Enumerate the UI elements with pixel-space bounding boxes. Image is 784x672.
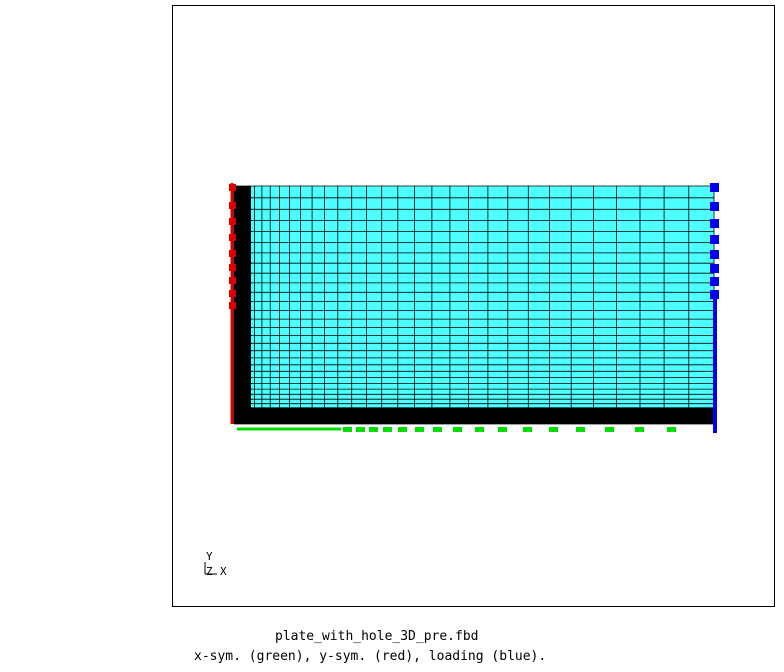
x-sym-marker [549, 427, 558, 432]
x-symmetry-bc [237, 427, 676, 432]
y-sym-marker [229, 184, 236, 191]
y-sym-marker [229, 302, 236, 309]
y-sym-marker [229, 290, 236, 297]
x-sym-marker [635, 427, 644, 432]
loading-bc [710, 183, 719, 433]
x-sym-marker [398, 427, 407, 432]
x-sym-marker [343, 427, 352, 432]
loading-marker [710, 290, 719, 299]
loading-marker [710, 219, 719, 228]
y-sym-marker [229, 264, 236, 271]
x-sym-marker [433, 427, 442, 432]
y-sym-marker [229, 218, 236, 225]
x-sym-marker [523, 427, 532, 432]
bottom-edge-band [234, 408, 714, 424]
plate-mesh [233, 185, 715, 425]
x-sym-marker [369, 427, 378, 432]
y-sym-marker [229, 234, 236, 241]
loading-marker [710, 202, 719, 211]
loading-marker [710, 183, 719, 192]
triad-y-label: Y [206, 550, 213, 563]
axis-triad: Y Z X [204, 550, 227, 578]
loading-marker [710, 277, 719, 286]
x-sym-marker [667, 427, 676, 432]
y-sym-marker [229, 202, 236, 209]
left-edge-band [234, 186, 251, 424]
mesh-canvas: Y Z X [204, 183, 719, 578]
x-sym-marker [605, 427, 614, 432]
x-sym-marker [576, 427, 585, 432]
loading-marker [710, 250, 719, 259]
loading-marker [710, 235, 719, 244]
x-sym-marker [356, 427, 365, 432]
y-symmetry-bc [229, 183, 236, 424]
loading-marker [710, 264, 719, 273]
graphics-viewport[interactable]: Y Z X [172, 5, 775, 607]
x-sym-marker [383, 427, 392, 432]
triad-x-label: X [220, 565, 227, 578]
y-sym-marker [229, 250, 236, 257]
x-sym-marker [415, 427, 424, 432]
x-sym-marker [453, 427, 462, 432]
y-sym-marker [229, 277, 236, 284]
x-sym-marker [498, 427, 507, 432]
file-name-caption: plate_with_hole_3D_pre.fbd [275, 629, 479, 644]
legend-caption: x-sym. (green), y-sym. (red), loading (b… [194, 649, 547, 664]
mesh-fill [234, 186, 714, 424]
triad-z-label: Z [206, 565, 213, 578]
x-sym-marker [475, 427, 484, 432]
